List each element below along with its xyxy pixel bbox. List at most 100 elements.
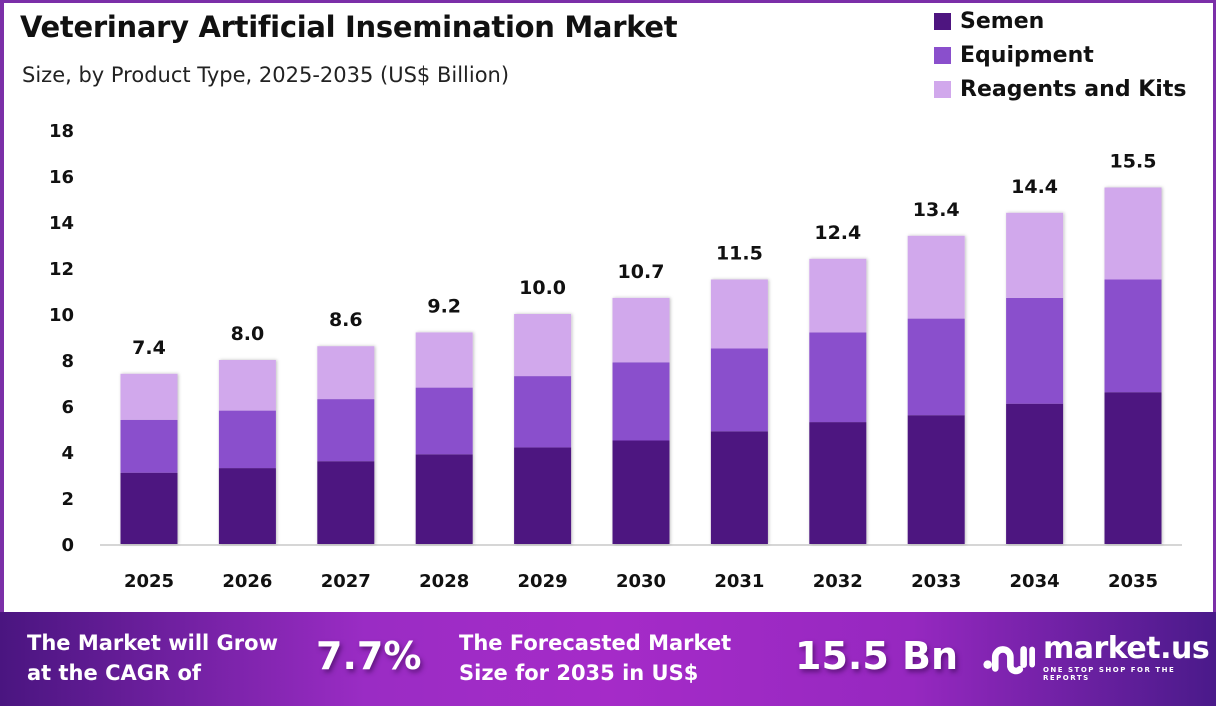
bar-segment-equipment xyxy=(514,376,572,448)
bar-segment-semen xyxy=(317,461,375,544)
legend-item-reagents-and-kits: Reagents and Kits xyxy=(934,72,1186,106)
x-tick-label: 2025 xyxy=(124,571,174,592)
bar-group-2031 xyxy=(710,279,768,544)
bars: 7.4 8.0 8.6 9.2 10.0 10.7 11.5 12.4 13.4 14.4 15.5 xyxy=(120,151,1162,544)
bar-segment-reagents-and-kits xyxy=(907,235,965,319)
bar-segment-semen xyxy=(218,468,276,544)
legend-swatch-semen xyxy=(934,12,951,30)
y-axis: 0 2 4 6 8 10 12 14 16 18 xyxy=(49,121,74,556)
bar-segment-equipment xyxy=(218,410,276,469)
bar-segment-equipment xyxy=(120,419,178,473)
bar-segment-reagents-and-kits xyxy=(120,373,178,420)
bar-total-label: 11.5 xyxy=(716,243,763,265)
bar-total-label: 12.4 xyxy=(814,222,861,244)
y-tick-label: 2 xyxy=(61,489,74,510)
forecast-caption-line2: Size for 2035 in US$ xyxy=(459,661,699,685)
bar-segment-semen xyxy=(120,472,178,544)
stacked-bar-chart: 0 2 4 6 8 10 12 14 16 18 7.4 8.0 8.6 9.2 10.0 10.7 11.5… xyxy=(49,121,1182,592)
footer-banner: The Market will Grow at the CAGR of 7.7%… xyxy=(0,612,1216,706)
y-tick-label: 6 xyxy=(61,397,74,418)
bar-group-2026 xyxy=(218,360,276,544)
y-tick-label: 0 xyxy=(61,535,74,556)
bar-segment-semen xyxy=(1104,392,1162,544)
bar-segment-reagents-and-kits xyxy=(612,297,670,363)
bar-segment-reagents-and-kits xyxy=(317,346,375,400)
legend-item-semen: Semen xyxy=(934,4,1186,38)
forecast-caption: The Forecasted Market Size for 2035 in U… xyxy=(459,628,731,688)
bar-segment-equipment xyxy=(809,332,867,423)
bar-segment-reagents-and-kits xyxy=(809,258,867,333)
bar-total-label: 7.4 xyxy=(132,337,166,359)
brand-logo[interactable]: market.us ONE STOP SHOP FOR THE REPORTS xyxy=(982,634,1216,682)
bar-segment-reagents-and-kits xyxy=(514,314,572,377)
bar-segment-semen xyxy=(612,440,670,544)
x-axis: 2025 2026 2027 2028 2029 2030 2031 2032 2033 2034… xyxy=(124,571,1158,592)
bar-total-label: 13.4 xyxy=(913,199,960,221)
x-tick-label: 2031 xyxy=(714,571,764,592)
forecast-caption-line1: The Forecasted Market xyxy=(459,631,732,655)
cagr-caption-line2: at the CAGR of xyxy=(27,661,202,685)
legend-label: Semen xyxy=(960,8,1045,34)
bar-total-label: 10.0 xyxy=(519,277,566,299)
bar-segment-equipment xyxy=(1006,297,1064,404)
legend-swatch-reagents-and-kits xyxy=(934,80,951,98)
bar-segment-equipment xyxy=(317,399,375,462)
bar-segment-reagents-and-kits xyxy=(415,332,473,388)
cagr-value: 7.7% xyxy=(316,634,422,678)
x-tick-label: 2027 xyxy=(321,571,371,592)
bar-segment-equipment xyxy=(907,318,965,416)
x-tick-label: 2035 xyxy=(1108,571,1158,592)
y-tick-label: 10 xyxy=(49,305,74,326)
bar-segment-reagents-and-kits xyxy=(1006,212,1064,298)
y-tick-label: 4 xyxy=(61,443,74,464)
brand-name: market.us xyxy=(1042,631,1210,666)
chart-title: Veterinary Artificial Insemination Marke… xyxy=(20,10,678,44)
bar-group-2035 xyxy=(1104,187,1162,544)
bar-total-label: 14.4 xyxy=(1011,176,1058,198)
bar-segment-semen xyxy=(710,431,768,544)
bar-group-2032 xyxy=(809,258,867,544)
cagr-caption-line1: The Market will Grow xyxy=(27,631,278,655)
bar-group-2034 xyxy=(1006,212,1064,544)
bar-segment-reagents-and-kits xyxy=(1104,187,1162,280)
bar-segment-semen xyxy=(514,447,572,544)
bar-segment-equipment xyxy=(1104,279,1162,393)
bar-group-2025 xyxy=(120,373,178,544)
x-tick-label: 2029 xyxy=(518,571,568,592)
y-tick-label: 16 xyxy=(49,167,74,188)
y-tick-label: 8 xyxy=(61,351,74,372)
x-tick-label: 2030 xyxy=(616,571,666,592)
legend-label: Reagents and Kits xyxy=(960,76,1187,102)
x-tick-label: 2028 xyxy=(419,571,469,592)
bar-segment-semen xyxy=(415,454,473,544)
x-tick-label: 2032 xyxy=(813,571,863,592)
bar-total-label: 8.6 xyxy=(329,309,363,331)
x-tick-label: 2026 xyxy=(222,571,272,592)
brand-tagline: ONE STOP SHOP FOR THE REPORTS xyxy=(1042,666,1176,682)
legend-swatch-equipment xyxy=(934,46,951,64)
brand-text: market.us ONE STOP SHOP FOR THE REPORTS xyxy=(1042,631,1216,683)
bar-segment-semen xyxy=(1006,403,1064,544)
bar-segment-equipment xyxy=(415,387,473,455)
chart-frame xyxy=(0,0,1216,612)
legend: Semen Equipment Reagents and Kits xyxy=(934,4,1186,106)
bar-group-2028 xyxy=(415,332,473,544)
bar-segment-reagents-and-kits xyxy=(218,360,276,411)
bar-group-2030 xyxy=(612,297,670,544)
bar-total-label: 10.7 xyxy=(618,261,665,283)
x-tick-label: 2034 xyxy=(1010,571,1060,592)
bar-segment-reagents-and-kits xyxy=(710,279,768,349)
x-tick-label: 2033 xyxy=(911,571,961,592)
y-tick-label: 18 xyxy=(49,121,74,142)
y-tick-label: 14 xyxy=(49,213,74,234)
bar-segment-equipment xyxy=(710,348,768,432)
bar-segment-semen xyxy=(809,422,867,544)
bar-segment-equipment xyxy=(612,362,670,441)
bar-total-label: 9.2 xyxy=(427,295,461,317)
bar-segment-semen xyxy=(907,415,965,544)
y-tick-label: 12 xyxy=(49,259,74,280)
bar-total-label: 15.5 xyxy=(1110,151,1157,173)
bar-group-2033 xyxy=(907,235,965,544)
chart-subtitle: Size, by Product Type, 2025-2035 (US$ Bi… xyxy=(22,63,510,87)
bar-group-2027 xyxy=(317,346,375,544)
